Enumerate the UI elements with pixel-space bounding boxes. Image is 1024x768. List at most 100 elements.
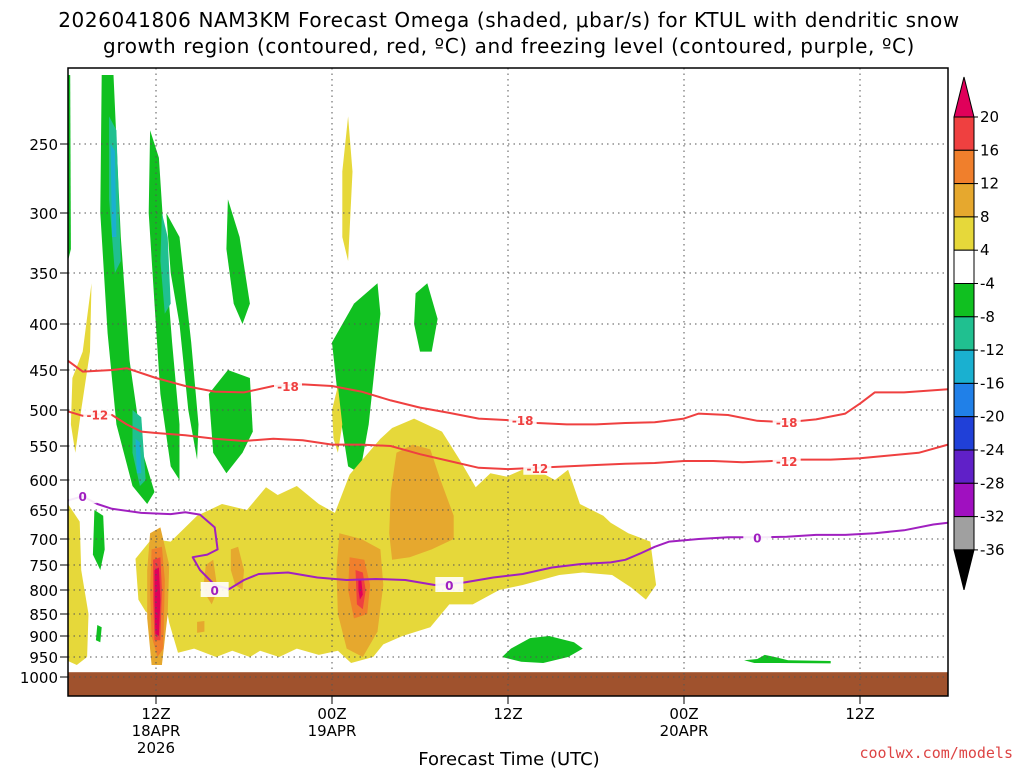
omega-region [70,283,92,453]
colorbar: 20 16 12 8 4 -4 -8 -12 -16 -20 -24 -28 -32 -36 [953,76,1005,591]
omega-region [414,283,438,352]
x-tick-label: 12Z [141,705,170,723]
y-tick-label: 700 [29,531,58,549]
contour-label: -12 [526,462,548,476]
x-axis-label: Forecast Time (UTC) [418,749,599,768]
contour-label-bg [743,529,772,545]
grid-lines [68,68,948,696]
y-tick-label: 800 [29,582,58,600]
omega-region [110,144,117,237]
omega-region [342,116,353,262]
colorbar-cell [953,249,975,284]
omega-region [744,654,831,664]
contour-label: -12 [86,408,108,422]
omega-region [135,438,142,474]
x-tick-label: 00Z [669,705,698,723]
contour-label: -18 [277,380,299,394]
contour-label: -18 [512,414,534,428]
contour-label-bg [435,577,464,592]
x-tick-label: 12Z [845,705,874,723]
colorbar-label: -16 [980,374,1005,392]
contour-label-bg [200,582,229,597]
colorbar-label: -12 [980,341,1005,359]
colorbar-label: -20 [980,408,1005,426]
omega-region [166,213,199,460]
omega-region [230,546,244,590]
contour-label-bg [772,452,801,468]
chart-title-line2: growth region (contoured, red, ºC) and f… [103,34,915,58]
y-tick-label: 450 [29,362,58,380]
omega-region [95,625,102,643]
contour-label: 0 [753,531,761,545]
colorbar-cell [953,482,975,518]
y-tick-label: 900 [29,628,58,646]
colorbar-cell [953,216,975,251]
y-tick-label: 400 [29,316,58,334]
y-tick-label: 250 [29,136,58,154]
contour-label-bg [68,488,97,504]
y-tick-label: 750 [29,557,58,575]
contour-label-bg [772,414,801,430]
contour-label-bg [508,412,537,428]
omega-region [332,283,381,474]
contour-label: 0 [78,490,86,504]
y-axis: 250 300 350 400 450 500 550 600 650 700 750 800 850 9… [20,136,68,687]
colorbar-cell [953,183,975,218]
colorbar-label: -32 [980,508,1005,526]
contour-label-bg [523,459,552,475]
y-tick-label: 300 [29,205,58,223]
y-tick-label: 650 [29,502,58,520]
colorbar-label: -36 [980,541,1005,559]
x-tick-label: 2026 [137,739,175,757]
omega-region [226,199,250,324]
omega-region [389,444,454,560]
x-tick-label: 20APR [660,722,709,740]
y-tick-label: 500 [29,402,58,420]
omega-region [160,213,171,314]
colorbar-cell [953,382,975,418]
colorbar-cell [953,349,975,384]
temperature-contours: -18 -18 -18 -12 -12 -12 0 0 0 0 [67,359,949,598]
x-tick-label: 00Z [317,705,346,723]
omega-region [92,510,105,570]
contour-label: 0 [210,584,218,598]
colorbar-label: 12 [980,175,999,193]
contour-label-bg [274,378,302,393]
colorbar-cell [953,316,975,351]
colorbar-bottom-arrow [953,549,975,591]
colorbar-cell [953,449,975,484]
chart-title-line1: 2026041806 NAM3KM Forecast Omega (shaded… [58,8,960,32]
colorbar-cell [953,283,975,318]
colorbar-label: 20 [980,108,999,126]
colorbar-cell [953,516,975,551]
contour-label: -12 [776,455,798,469]
omega-region [197,621,205,633]
colorbar-label: 16 [980,141,999,159]
contour-label-bg [83,406,112,422]
y-tick-label: 600 [29,472,58,490]
contour-label: 0 [445,579,453,593]
omega-region [332,386,343,453]
colorbar-cell [953,416,975,451]
colorbar-label: -8 [980,308,995,326]
y-tick-label: 850 [29,606,58,624]
omega-region [502,636,583,663]
y-tick-label: 1000 [20,669,58,687]
colorbar-cell [953,149,975,185]
x-tick-label: 19APR [308,722,357,740]
colorbar-cell [953,116,975,151]
colorbar-label: 4 [980,241,990,259]
colorbar-label: -24 [980,441,1005,459]
credit-text[interactable]: coolwx.com/models [859,744,1013,762]
colorbar-label: -4 [980,275,995,293]
colorbar-label: -28 [980,474,1005,492]
contour-line [67,359,949,426]
y-tick-label: 950 [29,649,58,667]
y-tick-label: 550 [29,438,58,456]
x-tick-label: 12Z [493,705,522,723]
contour-label: -18 [776,416,798,430]
x-tick-label: 18APR [132,722,181,740]
omega-region [208,370,253,474]
